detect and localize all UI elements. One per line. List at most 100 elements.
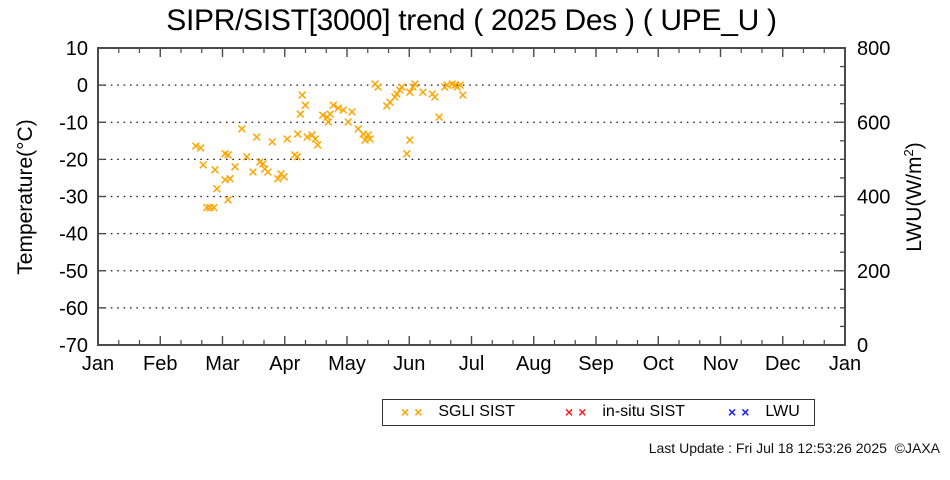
data-point-x-marker <box>226 174 234 183</box>
legend-box: × × SGLI SIST × × in-situ SIST × × LWU <box>382 399 815 426</box>
data-point-x-marker <box>402 149 411 158</box>
y-left-tick-label: 10 <box>66 38 88 60</box>
data-point-x-marker <box>405 88 414 97</box>
x-tick-label: Aug <box>516 353 552 375</box>
data-point-x-marker <box>196 143 205 152</box>
data-point-x-marker <box>283 135 292 143</box>
y-left-tick-label: -20 <box>59 149 88 171</box>
right-axis-ticks <box>836 47 845 346</box>
data-point-x-marker <box>252 133 261 142</box>
legend-item-lwu: × × LWU <box>728 400 800 424</box>
data-point-x-marker <box>202 203 211 212</box>
data-point-x-marker <box>397 83 406 91</box>
data-point-x-marker <box>334 104 343 113</box>
data-point-x-marker <box>224 195 233 204</box>
y-left-tick-label: -60 <box>59 298 88 320</box>
x-marker-icon: × <box>578 404 587 420</box>
x-tick-label: Jan <box>829 353 861 375</box>
data-point-x-marker <box>364 130 373 139</box>
x-tick-label: Feb <box>143 353 177 375</box>
data-point-x-marker <box>339 106 348 114</box>
data-point-x-marker <box>326 110 335 119</box>
data-point-x-marker <box>456 81 465 90</box>
data-point-x-marker <box>311 135 320 143</box>
data-point-x-marker <box>296 110 305 119</box>
data-point-x-marker <box>348 107 356 116</box>
y-left-tick-label: -40 <box>59 224 88 246</box>
data-point-x-marker <box>191 142 200 150</box>
legend-item-sgli-sist: × × SGLI SIST <box>401 400 515 424</box>
data-point-x-marker <box>405 136 414 145</box>
data-point-x-marker <box>242 152 251 161</box>
y-left-tick-label: -10 <box>59 112 88 134</box>
data-point-x-marker <box>410 80 419 88</box>
data-point-x-marker <box>303 133 312 142</box>
last-update-text: Last Update : Fri Jul 18 12:53:26 2025 ©… <box>648 440 940 456</box>
data-point-x-marker <box>280 172 289 181</box>
data-point-x-marker <box>435 113 444 122</box>
data-point-x-marker <box>318 111 327 120</box>
y-left-tick-label: 0 <box>77 75 88 97</box>
x-tick-label: Oct <box>643 353 675 375</box>
x-tick-label: Jan <box>82 353 114 375</box>
x-marker-icon: × <box>401 404 410 420</box>
x-tick-label: Apr <box>269 353 300 375</box>
x-tick-label: Jul <box>459 353 485 375</box>
x-marker-icon: × <box>728 404 737 420</box>
data-point-x-marker <box>344 117 353 126</box>
x-axis-labels: Jan Feb Mar Apr May Jun Jul Aug Sep Oct Nov Dec Jan <box>82 353 861 375</box>
left-axis-ticks <box>98 47 105 346</box>
y-left-tick-label: -30 <box>59 187 88 209</box>
legend-label-insitu-sist: in-situ SIST <box>602 403 686 420</box>
data-point-x-marker <box>293 152 302 161</box>
y-right-tick-label: 400 <box>857 187 890 209</box>
data-point-x-marker <box>263 168 272 176</box>
x-tick-label: May <box>328 353 366 375</box>
data-point-x-marker <box>298 91 307 100</box>
x-tick-label: Mar <box>205 353 240 375</box>
x-tick-label: Nov <box>703 353 739 375</box>
x-marker-icon: × <box>414 404 423 420</box>
legend-item-insitu-sist: × × in-situ SIST <box>565 400 685 424</box>
data-point-x-marker <box>249 168 257 176</box>
data-point-x-marker <box>224 150 233 159</box>
x-tick-label: Dec <box>765 353 801 375</box>
x-tick-label: Jun <box>393 353 425 375</box>
chart-title: SIPR/SIST[3000] trend ( 2025 Des ) ( UPE… <box>166 4 777 37</box>
gridlines <box>98 84 845 309</box>
y-right-tick-label: 200 <box>857 261 890 283</box>
data-point-x-marker <box>231 162 239 171</box>
left-axis-labels: 10 0 -10 -20 -30 -40 -50 -60 -70 <box>59 38 88 357</box>
legend-label-sgli-sist: SGLI SIST <box>438 403 515 420</box>
data-point-x-marker <box>458 91 467 100</box>
data-point-x-marker <box>374 83 383 91</box>
y-left-tick-label: -50 <box>59 261 88 283</box>
y-right-tick-label: 0 <box>857 335 868 357</box>
data-point-x-marker <box>237 124 246 133</box>
data-point-x-marker <box>273 174 282 183</box>
data-point-x-marker <box>212 184 221 193</box>
x-marker-icon: × <box>741 404 750 420</box>
x-axis-ticks <box>97 48 846 345</box>
series-sgli-sist <box>191 80 467 212</box>
legend-label-lwu: LWU <box>765 403 800 420</box>
data-point-x-marker <box>209 203 218 212</box>
data-point-x-marker <box>268 137 277 146</box>
data-point-x-marker <box>293 130 302 139</box>
data-point-x-marker <box>329 101 338 110</box>
x-marker-icon: × <box>565 404 574 420</box>
data-point-x-marker <box>211 165 219 174</box>
data-point-x-marker <box>259 159 267 168</box>
data-point-x-marker <box>313 140 322 149</box>
data-point-x-marker <box>199 160 208 169</box>
data-point-x-marker <box>324 117 333 126</box>
data-point-x-marker <box>430 93 439 101</box>
data-point-x-marker <box>366 135 374 143</box>
data-point-x-marker <box>301 101 310 110</box>
y-left-tick-label: -70 <box>59 335 88 357</box>
x-tick-label: Sep <box>578 353 614 375</box>
data-point-x-marker <box>418 88 427 97</box>
y-right-tick-label: 600 <box>857 112 890 134</box>
right-axis-labels: 800 600 400 200 0 <box>857 38 890 357</box>
